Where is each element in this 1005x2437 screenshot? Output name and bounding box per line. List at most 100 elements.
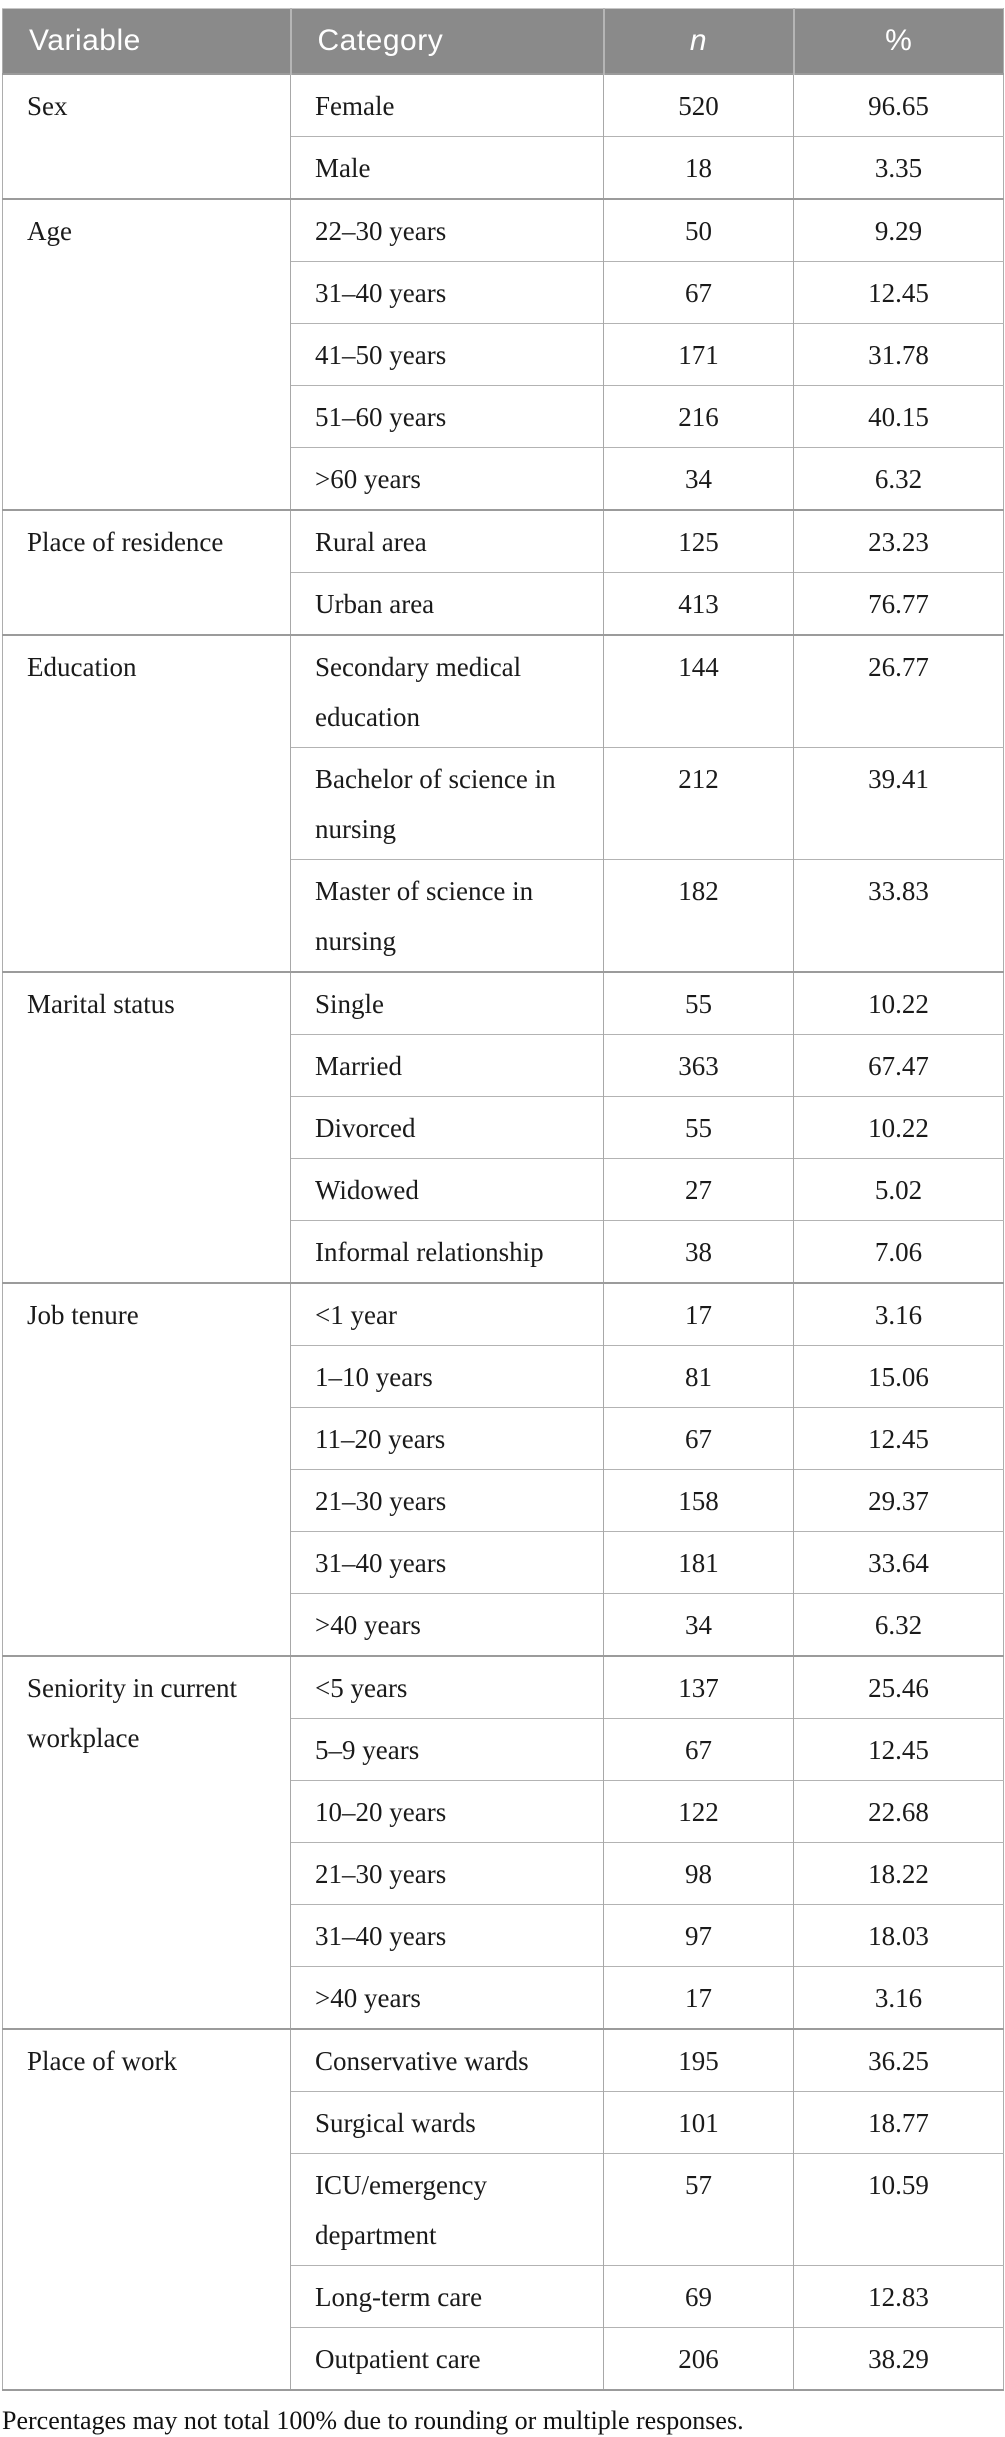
n-cell: 122 <box>603 1780 794 1843</box>
n-cell: 27 <box>603 1158 794 1221</box>
percent-cell: 12.45 <box>793 261 1004 324</box>
table-row: Informal relationship 38 7.06 <box>3 1220 1004 1283</box>
category-cell: 5–9 years <box>290 1718 604 1781</box>
percent-cell: 5.02 <box>793 1158 1004 1221</box>
variable-cell: Age <box>2 198 291 510</box>
table-row: Male 18 3.35 <box>3 136 1004 199</box>
variable-cell: Education <box>2 634 291 972</box>
table-row: Age 22–30 years 50 9.29 <box>2 198 1004 510</box>
category-cell: 21–30 years <box>290 1842 604 1905</box>
percent-cell: 76.77 <box>793 572 1004 635</box>
category-cell: >60 years <box>290 447 604 510</box>
table-row: Long-term care 69 12.83 <box>3 2265 1004 2328</box>
table-row: Seniority in current workplace <5 years 13… <box>2 1655 1004 2029</box>
table-row: 51–60 years 216 40.15 <box>3 385 1004 448</box>
percent-cell: 3.16 <box>793 1966 1004 2029</box>
table-row: 10–20 years 122 22.68 <box>3 1780 1004 1843</box>
n-cell: 50 <box>603 198 794 262</box>
n-cell: 97 <box>603 1904 794 1967</box>
n-cell: 363 <box>603 1034 794 1097</box>
category-cell: Conservative wards <box>290 2028 604 2092</box>
percent-cell: 36.25 <box>793 2028 1004 2092</box>
header-row: Variable Category n % <box>2 8 1004 74</box>
table-row: Job tenure <1 year 17 3.16 <box>2 1282 1004 1656</box>
category-cell: <1 year <box>290 1282 604 1346</box>
table-row: 31–40 years 97 18.03 <box>3 1904 1004 1967</box>
category-cell: ICU/emergency department <box>290 2153 604 2266</box>
percent-cell: 40.15 <box>793 385 1004 448</box>
n-cell: 206 <box>603 2327 794 2390</box>
variable-cell: Place of work <box>2 2028 291 2390</box>
category-cell: 51–60 years <box>290 385 604 448</box>
category-cell: Widowed <box>290 1158 604 1221</box>
table-row: 21–30 years 98 18.22 <box>3 1842 1004 1905</box>
percent-cell: 12.45 <box>793 1718 1004 1781</box>
category-cell: 10–20 years <box>290 1780 604 1843</box>
category-cell: Rural area <box>290 509 604 573</box>
variable-cell: Sex <box>2 73 291 199</box>
n-cell: 212 <box>603 747 794 860</box>
category-cell: 1–10 years <box>290 1345 604 1408</box>
column-header-n: n <box>602 8 794 74</box>
n-cell: 67 <box>603 1718 794 1781</box>
percent-cell: 96.65 <box>793 73 1004 137</box>
table-row: 5–9 years 67 12.45 <box>3 1718 1004 1781</box>
percent-cell: 25.46 <box>793 1655 1004 1719</box>
variable-cell: Place of residence <box>2 509 291 635</box>
n-cell: 216 <box>603 385 794 448</box>
percent-cell: 12.45 <box>793 1407 1004 1470</box>
n-cell: 67 <box>603 1407 794 1470</box>
n-cell: 18 <box>603 136 794 199</box>
column-header-variable: Variable <box>2 8 291 74</box>
category-cell: 31–40 years <box>290 1531 604 1594</box>
table-row: Marital status Single 55 10.22 <box>2 971 1004 1283</box>
percent-cell: 33.64 <box>793 1531 1004 1594</box>
n-cell: 81 <box>603 1345 794 1408</box>
n-cell: 158 <box>603 1469 794 1532</box>
table-row: Divorced 55 10.22 <box>3 1096 1004 1159</box>
table-row: 31–40 years 67 12.45 <box>3 261 1004 324</box>
n-cell: 69 <box>603 2265 794 2328</box>
n-cell: 98 <box>603 1842 794 1905</box>
n-cell: 34 <box>603 1593 794 1656</box>
percent-cell: 67.47 <box>793 1034 1004 1097</box>
category-cell: 31–40 years <box>290 1904 604 1967</box>
percent-cell: 29.37 <box>793 1469 1004 1532</box>
category-cell: Outpatient care <box>290 2327 604 2390</box>
category-cell: 41–50 years <box>290 323 604 386</box>
percent-cell: 6.32 <box>793 1593 1004 1656</box>
column-header-category: Category <box>289 8 604 74</box>
table-row: Married 363 67.47 <box>3 1034 1004 1097</box>
category-cell: Long-term care <box>290 2265 604 2328</box>
variable-cell: Seniority in current workplace <box>2 1655 291 2029</box>
n-cell: 182 <box>603 859 794 972</box>
percent-cell: 18.03 <box>793 1904 1004 1967</box>
percent-cell: 7.06 <box>793 1220 1004 1283</box>
variable-cell: Job tenure <box>2 1282 291 1656</box>
percent-cell: 10.22 <box>793 1096 1004 1159</box>
table-row: 31–40 years 181 33.64 <box>3 1531 1004 1594</box>
category-cell: 21–30 years <box>290 1469 604 1532</box>
category-cell: 31–40 years <box>290 261 604 324</box>
table-row: 21–30 years 158 29.37 <box>3 1469 1004 1532</box>
category-cell: >40 years <box>290 1593 604 1656</box>
category-cell: >40 years <box>290 1966 604 2029</box>
category-cell: Female <box>290 73 604 137</box>
n-cell: 125 <box>603 509 794 573</box>
table-row: Place of work Conservative wards 195 36.25 <box>2 2028 1004 2390</box>
n-cell: 67 <box>603 261 794 324</box>
category-cell: Male <box>290 136 604 199</box>
category-cell: Surgical wards <box>290 2091 604 2154</box>
table-row: Sex Female 520 96.65 <box>2 73 1004 199</box>
category-cell: 22–30 years <box>290 198 604 262</box>
category-cell: Master of science in nursing <box>290 859 604 972</box>
n-cell: 34 <box>603 447 794 510</box>
table-row: ICU/emergency department 57 10.59 <box>3 2153 1004 2266</box>
category-cell: 11–20 years <box>290 1407 604 1470</box>
percent-cell: 3.35 <box>793 136 1004 199</box>
percent-cell: 39.41 <box>793 747 1004 860</box>
table-row: Master of science in nursing 182 33.83 <box>3 859 1004 972</box>
n-cell: 181 <box>603 1531 794 1594</box>
table-row: Widowed 27 5.02 <box>3 1158 1004 1221</box>
n-cell: 137 <box>603 1655 794 1719</box>
